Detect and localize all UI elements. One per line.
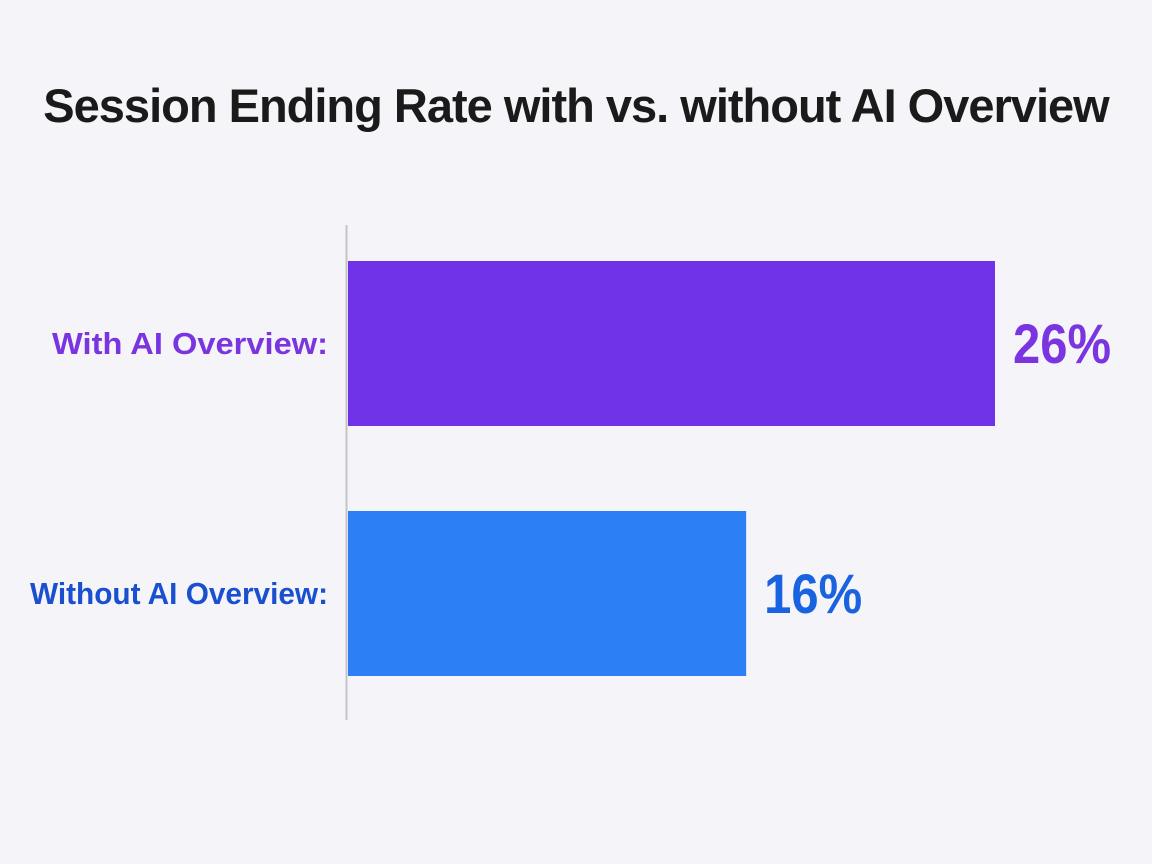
bars-group: With AI Overview: 26% Without AI Overview:… — [30, 261, 1111, 676]
value-label-without-ai-overview: 16% — [764, 562, 862, 625]
value-label-with-ai-overview: 26% — [1013, 312, 1111, 375]
chart-title: Session Ending Rate with vs. without AI … — [43, 79, 1109, 132]
category-label-without-ai-overview: Without AI Overview: — [30, 576, 328, 611]
bar-with-ai-overview — [348, 261, 995, 426]
bar-without-ai-overview — [348, 511, 747, 676]
category-label-with-ai-overview: With AI Overview: — [52, 326, 328, 361]
